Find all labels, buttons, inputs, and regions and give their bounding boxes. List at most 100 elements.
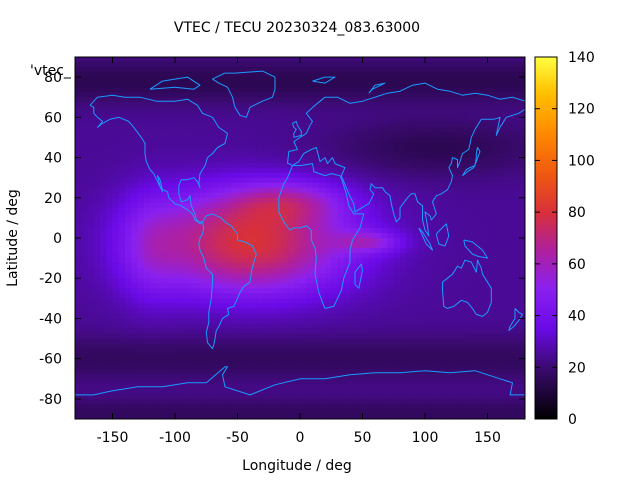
- heatmap-cell: [400, 388, 407, 395]
- heatmap-cell: [212, 258, 220, 264]
- heatmap-cell: [443, 343, 451, 350]
- heatmap-cell: [275, 268, 282, 274]
- heatmap-cell: [125, 182, 132, 189]
- heatmap-cell: [281, 298, 289, 304]
- heatmap-cell: [431, 227, 439, 234]
- heatmap-cell: [112, 343, 120, 350]
- heatmap-cell: [175, 373, 182, 380]
- heatmap-cell: [425, 358, 432, 365]
- heatmap-cell: [456, 338, 464, 345]
- heatmap-cell: [87, 152, 95, 159]
- heatmap-cell: [312, 343, 320, 350]
- heatmap-cell: [275, 227, 282, 234]
- heatmap-cell: [487, 142, 495, 149]
- heatmap-cell: [387, 57, 395, 63]
- heatmap-cell: [162, 102, 170, 108]
- heatmap-cell: [300, 187, 307, 194]
- heatmap-cell: [312, 177, 320, 184]
- heatmap-cell: [256, 373, 264, 380]
- heatmap-cell: [193, 97, 201, 103]
- heatmap-cell: [125, 157, 132, 164]
- heatmap-cell: [225, 92, 232, 98]
- heatmap-cell: [187, 152, 195, 159]
- heatmap-cell: [318, 107, 326, 113]
- heatmap-cell: [431, 328, 439, 335]
- heatmap-cell: [356, 353, 364, 360]
- heatmap-cell: [306, 72, 314, 78]
- heatmap-cell: [200, 268, 207, 274]
- heatmap-cell: [337, 117, 345, 123]
- heatmap-cell: [87, 273, 95, 279]
- heatmap-cell: [281, 222, 289, 229]
- heatmap-cell: [243, 142, 251, 149]
- heatmap-cell: [81, 172, 89, 179]
- heatmap-cell: [300, 202, 307, 209]
- heatmap-cell: [312, 227, 320, 234]
- heatmap-cell: [175, 338, 182, 345]
- heatmap-cell: [400, 243, 407, 249]
- heatmap-cell: [156, 303, 164, 309]
- heatmap-cell: [456, 323, 464, 330]
- heatmap-cell: [431, 273, 439, 279]
- heatmap-cell: [200, 177, 207, 184]
- heatmap-cell: [275, 92, 282, 98]
- heatmap-cell: [337, 207, 345, 214]
- heatmap-cell: [381, 263, 389, 269]
- heatmap-cell: [181, 147, 189, 154]
- heatmap-cell: [487, 308, 495, 315]
- heatmap-cell: [412, 328, 420, 335]
- heatmap-cell: [512, 298, 520, 304]
- heatmap-cell: [181, 202, 189, 209]
- heatmap-cell: [375, 363, 382, 370]
- heatmap-cell: [450, 243, 457, 249]
- heatmap-cell: [106, 348, 114, 355]
- heatmap-cell: [412, 97, 420, 103]
- heatmap-cell: [418, 298, 426, 304]
- heatmap-cell: [293, 132, 301, 139]
- heatmap-cell: [475, 187, 482, 194]
- heatmap-cell: [81, 388, 89, 395]
- heatmap-cell: [500, 243, 507, 249]
- heatmap-cell: [187, 238, 195, 244]
- heatmap-cell: [262, 197, 270, 204]
- heatmap-cell: [106, 273, 114, 279]
- heatmap-cell: [125, 152, 132, 159]
- heatmap-cell: [343, 62, 351, 68]
- heatmap-cell: [331, 57, 339, 63]
- heatmap-cell: [243, 308, 251, 315]
- heatmap-cell: [112, 253, 120, 259]
- heatmap-cell: [243, 348, 251, 355]
- heatmap-cell: [212, 238, 220, 244]
- heatmap-cell: [256, 358, 264, 365]
- heatmap-cell: [75, 393, 82, 400]
- heatmap-cell: [418, 333, 426, 340]
- heatmap-cell: [212, 197, 220, 204]
- heatmap-cell: [481, 318, 489, 325]
- heatmap-cell: [187, 278, 195, 284]
- heatmap-cell: [487, 182, 495, 189]
- heatmap-cell: [125, 363, 132, 370]
- heatmap-cell: [118, 298, 126, 304]
- heatmap-cell: [375, 97, 382, 103]
- heatmap-cell: [175, 72, 182, 78]
- heatmap-cell: [481, 112, 489, 118]
- heatmap-cell: [181, 383, 189, 390]
- heatmap-cell: [212, 298, 220, 304]
- heatmap-cell: [162, 378, 170, 385]
- heatmap-cell: [487, 363, 495, 370]
- heatmap-cell: [431, 313, 439, 320]
- heatmap-cell: [431, 217, 439, 224]
- heatmap-cell: [331, 268, 339, 274]
- heatmap-cell: [412, 172, 420, 179]
- heatmap-cell: [518, 102, 525, 108]
- heatmap-cell: [256, 152, 264, 159]
- heatmap-cell: [231, 333, 239, 340]
- heatmap-cell: [150, 368, 157, 375]
- heatmap-cell: [243, 393, 251, 400]
- heatmap-cell: [418, 137, 426, 144]
- heatmap-cell: [250, 248, 257, 254]
- heatmap-cell: [487, 323, 495, 330]
- heatmap-cell: [468, 358, 476, 365]
- heatmap-cell: [112, 273, 120, 279]
- heatmap-cell: [287, 192, 295, 199]
